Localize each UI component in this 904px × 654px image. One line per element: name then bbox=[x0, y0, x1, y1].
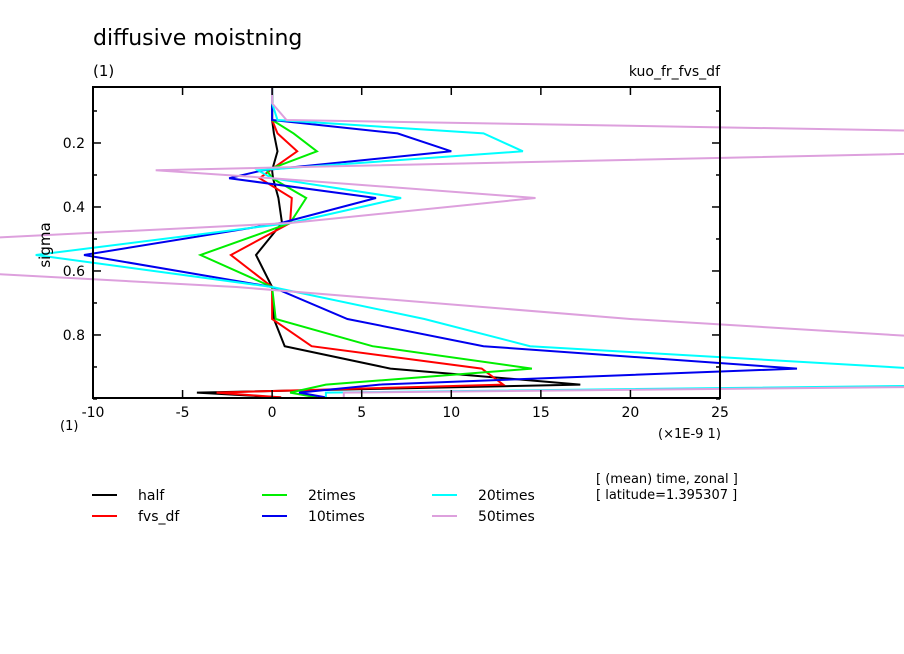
legend-label-50times: 50times bbox=[478, 509, 535, 525]
chart-title: diffusive moistning bbox=[93, 26, 302, 51]
legend: half fvs_df 2times 10times 20times 50times bbox=[92, 488, 535, 525]
x-tick-label: 15 bbox=[532, 405, 550, 421]
chart-unit-label: (1) bbox=[93, 62, 114, 80]
x-tick-label: -10 bbox=[82, 405, 105, 421]
x-tick-label: 25 bbox=[711, 405, 729, 421]
x-axis-unit: (1) bbox=[60, 419, 78, 434]
axis-layer: -10 -5 0 5 10 15 20 25 0.2 0.4 0.6 0.8 bbox=[63, 87, 729, 421]
x-tick-label: 5 bbox=[357, 405, 366, 421]
annotation-line-1: [ (mean) time, zonal ] bbox=[596, 472, 738, 487]
plot-frame bbox=[92, 86, 721, 399]
y-tick-label: 0.2 bbox=[63, 136, 85, 152]
y-tick-label: 0.4 bbox=[63, 200, 85, 216]
legend-label-2times: 2times bbox=[308, 488, 356, 504]
x-tick-label: 20 bbox=[622, 405, 640, 421]
legend-label-20times: 20times bbox=[478, 488, 535, 504]
series-line-50times bbox=[0, 87, 904, 398]
annotation-line-2: [ latitude=1.395307 ] bbox=[596, 488, 737, 503]
y-tick-label: 0.8 bbox=[63, 328, 85, 344]
x-axis-label: (×1E-9 1) bbox=[658, 427, 721, 442]
y-tick-label: 0.6 bbox=[63, 264, 85, 280]
series-line-10times bbox=[83, 87, 798, 399]
series-layer bbox=[0, 87, 904, 399]
legend-label-fvs-df: fvs_df bbox=[138, 509, 180, 525]
legend-label-half: half bbox=[138, 488, 165, 504]
x-tick-label: -5 bbox=[176, 405, 190, 421]
series-line-fvs-df bbox=[216, 87, 507, 399]
x-tick-label: 10 bbox=[442, 405, 460, 421]
y-axis-label: sigma bbox=[36, 222, 54, 267]
chart-variable-name: kuo_fr_fvs_df bbox=[629, 64, 721, 80]
legend-label-10times: 10times bbox=[308, 509, 365, 525]
x-tick-label: 0 bbox=[268, 405, 277, 421]
